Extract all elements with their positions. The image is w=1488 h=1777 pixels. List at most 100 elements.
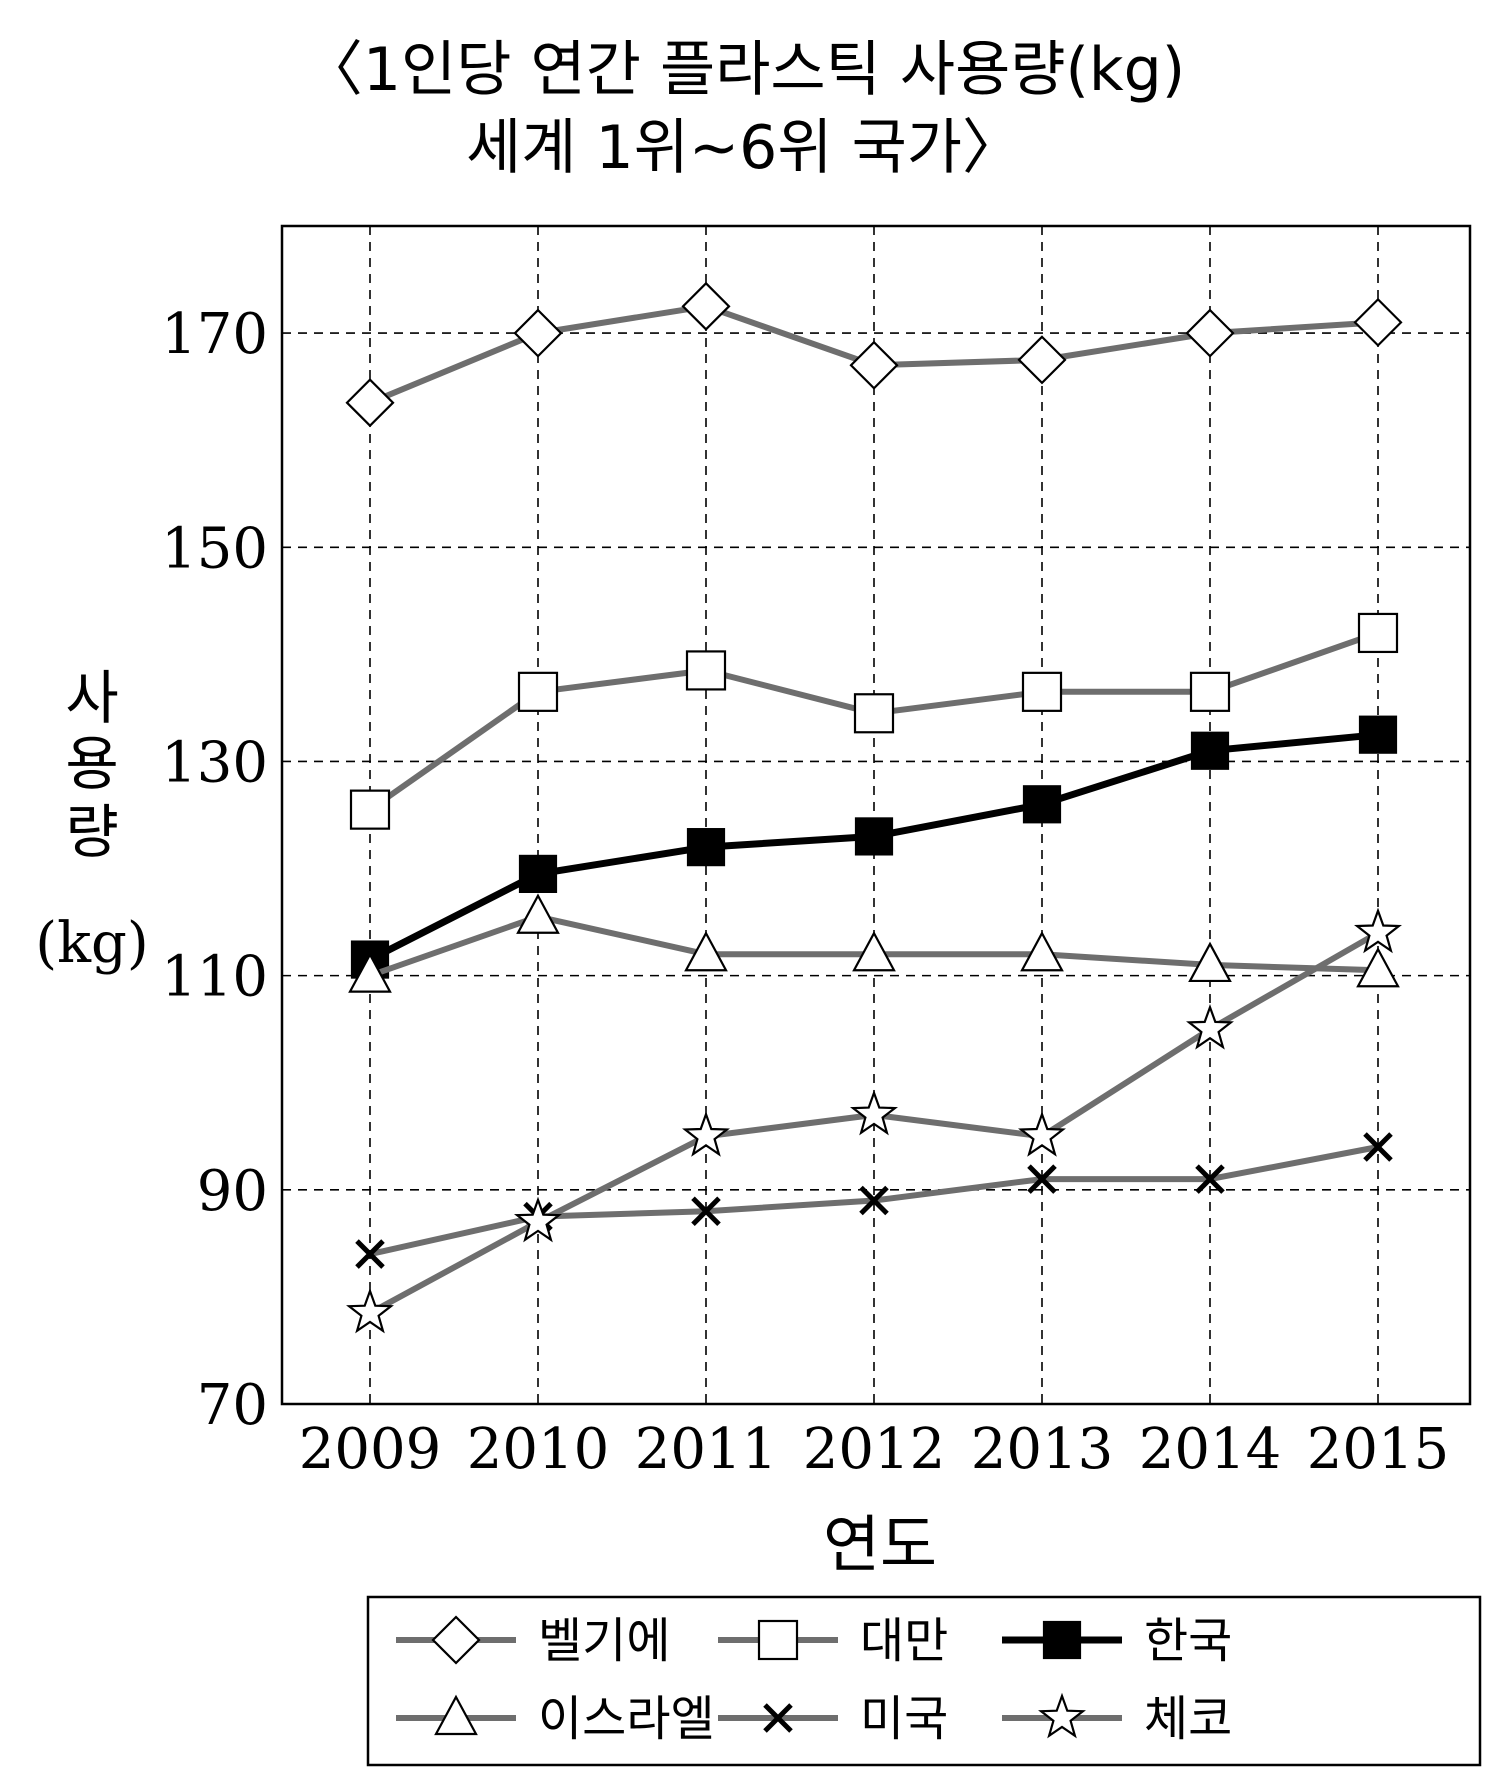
legend-marker (1038, 1692, 1086, 1739)
x-tick-label: 2015 (1307, 1417, 1450, 1482)
y-tick-label: 110 (161, 945, 268, 1010)
legend-marker (757, 1619, 799, 1661)
grid-lines (282, 226, 1470, 1404)
series-5 (346, 907, 1402, 1334)
y-tick-label: 150 (161, 516, 268, 581)
y-tick-label: 70 (197, 1373, 268, 1438)
data-point (686, 828, 726, 867)
data-point (346, 1287, 394, 1334)
legend-marker (431, 1615, 481, 1665)
legend-marker (763, 1703, 793, 1733)
data-point (1189, 671, 1231, 712)
series-layer (345, 281, 1403, 1334)
data-point (518, 854, 558, 894)
legend-item: 대만 (718, 1613, 948, 1669)
data-point (1356, 946, 1400, 988)
data-point (1186, 1003, 1234, 1050)
x-axis-ticks: 2009 2010 2011 2012 2013 2014 2015 (299, 1417, 1450, 1482)
series-4 (355, 1132, 1393, 1269)
series-3 (348, 893, 1400, 993)
x-tick-label: 2011 (635, 1417, 778, 1482)
data-point (1027, 1164, 1057, 1194)
chart-title-line2: 세계 1위~6위 국가〉 (466, 113, 1022, 183)
x-tick-label: 2009 (299, 1417, 442, 1482)
data-point (1022, 785, 1062, 824)
data-point (349, 789, 391, 830)
data-point (1021, 671, 1063, 712)
data-point (1190, 731, 1230, 770)
marker-x-stroke (691, 1196, 721, 1227)
data-point (684, 930, 728, 972)
x-axis-label: 연도 (823, 1508, 937, 1581)
data-point (850, 1089, 898, 1136)
series-2 (350, 715, 1398, 979)
data-point (516, 893, 560, 934)
data-point (854, 817, 894, 856)
legend-label: 대만 (860, 1613, 948, 1669)
legend-label: 미국 (860, 1691, 948, 1747)
legend-box (366, 1595, 1482, 1767)
data-point (682, 1111, 730, 1157)
data-point (1363, 1132, 1393, 1162)
data-point (355, 1239, 385, 1269)
data-point (1354, 907, 1402, 954)
legend-item: 벨기에 (396, 1613, 670, 1669)
data-point (345, 378, 395, 428)
data-point (1185, 308, 1235, 358)
data-point (1018, 1111, 1066, 1157)
marker-x-stroke (859, 1185, 889, 1216)
series-1 (349, 612, 1399, 830)
legend-item: 미국 (718, 1691, 948, 1747)
data-point (514, 1196, 562, 1243)
legend-item: 체코 (1002, 1691, 1232, 1747)
data-point (348, 952, 392, 993)
y-axis-label-char: 량 (65, 798, 118, 866)
legend-item: 한국 (1002, 1613, 1232, 1669)
data-point (513, 308, 563, 358)
x-tick-label: 2012 (803, 1417, 946, 1482)
data-point (681, 281, 731, 331)
legend-marker (434, 1694, 478, 1736)
data-point (859, 1185, 889, 1216)
marker-x-stroke (763, 1703, 793, 1733)
series-0 (345, 281, 1403, 428)
y-axis-label-char: 용 (65, 730, 118, 798)
data-point (1188, 941, 1232, 983)
data-point (1020, 930, 1064, 972)
data-point (1195, 1164, 1225, 1194)
y-tick-label: 90 (197, 1159, 268, 1224)
x-tick-label: 2013 (971, 1417, 1114, 1482)
data-point (852, 930, 896, 972)
data-point (849, 340, 899, 390)
marker-x-stroke (355, 1239, 385, 1269)
data-point (685, 650, 727, 691)
data-point (1357, 612, 1399, 654)
data-point (691, 1196, 721, 1227)
chart-title-line1: 〈1인당 연간 플라스틱 사용량(kg) (303, 35, 1185, 105)
legend-marker (1042, 1620, 1082, 1660)
marker-x-stroke (1363, 1132, 1393, 1162)
y-axis-label-unit: (kg) (35, 911, 148, 976)
legend-label: 한국 (1144, 1613, 1232, 1669)
legend-label: 이스라엘 (538, 1691, 715, 1747)
marker-x-stroke (1027, 1164, 1057, 1194)
y-axis-ticks: 70 90 110 130 150 170 (161, 302, 268, 1438)
y-tick-label: 130 (161, 730, 268, 795)
legend-item: 이스라엘 (396, 1691, 715, 1747)
legend-label: 벨기에 (538, 1613, 670, 1669)
y-tick-label: 170 (161, 302, 268, 367)
data-point (853, 693, 895, 734)
x-tick-label: 2014 (1139, 1417, 1282, 1482)
marker-x-stroke (1195, 1164, 1225, 1194)
legend-label: 체코 (1144, 1691, 1232, 1747)
data-point (517, 671, 559, 712)
data-point (1017, 335, 1067, 385)
y-axis-label: 사 용 량 (kg) (35, 664, 148, 976)
data-point (1358, 715, 1398, 754)
y-axis-label-char: 사 (65, 664, 118, 732)
data-point (1353, 297, 1403, 347)
x-tick-label: 2010 (467, 1417, 610, 1482)
plot-frame (280, 224, 1472, 1406)
